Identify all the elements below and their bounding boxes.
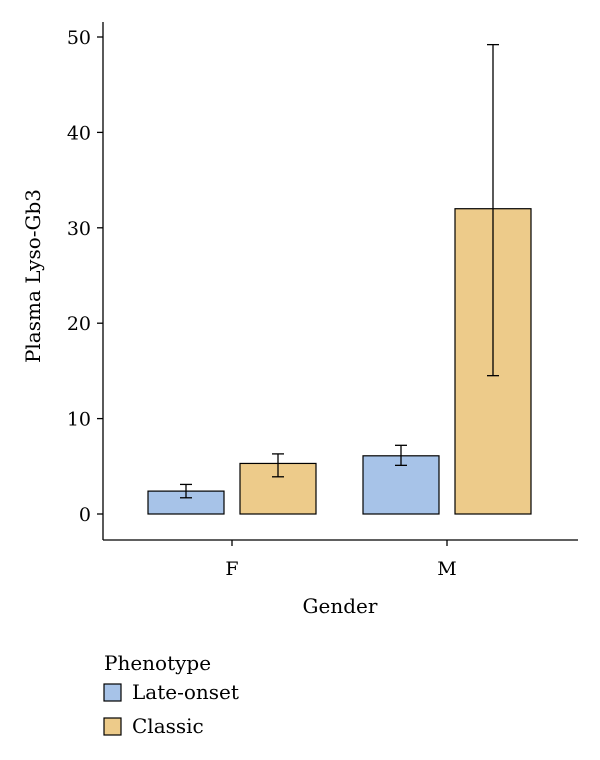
y-tick-label: 40	[67, 122, 91, 144]
x-axis-title: Gender	[303, 594, 378, 618]
error-bars	[180, 43, 499, 499]
y-tick-label: 30	[67, 218, 91, 240]
legend: Phenotype Late-onset Classic	[103, 651, 239, 738]
x-tick-label: M	[437, 558, 456, 580]
legend-swatch	[103, 717, 122, 736]
legend-label: Classic	[132, 714, 204, 738]
bars	[147, 208, 532, 515]
y-axis-title: Plasma Lyso-Gb3	[21, 189, 45, 363]
y-tick-label: 0	[79, 504, 91, 526]
legend-title: Phenotype	[104, 651, 211, 675]
x-tick-label: F	[225, 558, 238, 580]
axes: 0 10 20 30 40 50 F M	[67, 22, 578, 580]
y-tick-label: 10	[67, 409, 91, 431]
y-tick-label: 50	[67, 27, 91, 49]
legend-swatch	[103, 683, 122, 702]
y-tick-label: 20	[67, 313, 91, 335]
legend-label: Late-onset	[132, 680, 239, 704]
